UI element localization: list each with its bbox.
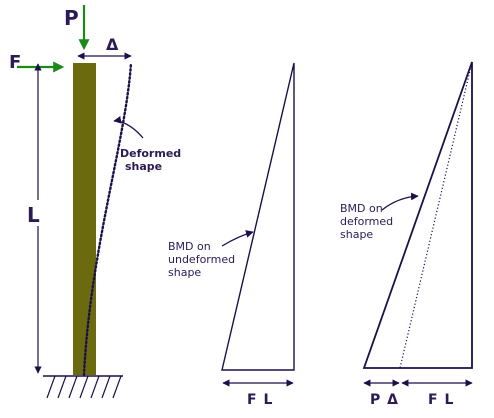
load-p-label: P	[64, 6, 79, 30]
dim-fl-undeformed-label: F L	[247, 392, 273, 408]
deformed-label-line2: shape	[125, 160, 162, 173]
bmd-undeformed-label-line2: undeformed	[168, 253, 235, 266]
column-figure: P F Δ Deformed shape L	[9, 5, 181, 399]
bmd-undeformed-overlay-dotted	[399, 61, 473, 369]
bmd-deformed-figure: BMD on deformed shape P Δ F L	[340, 61, 473, 408]
bmd-undeformed-label-line3: shape	[168, 266, 201, 279]
bmd-undeformed-triangle	[221, 62, 295, 371]
delta-label: Δ	[106, 35, 119, 54]
dim-p-delta-label: P Δ	[370, 392, 399, 408]
bmd-deformed-label-line1: BMD on	[340, 202, 383, 215]
deformed-leader-arrow	[113, 116, 144, 139]
bmd-deformed-triangle	[362, 61, 473, 369]
bmd-undeformed-figure: BMD on undeformed shape F L	[168, 62, 295, 408]
bmd-undeformed-label-line1: BMD on	[168, 240, 211, 253]
deformed-shape-curve	[82, 61, 133, 377]
deformed-label-line1: Deformed	[120, 147, 181, 160]
bmd-deformed-leader-arrow	[381, 192, 419, 211]
length-label: L	[27, 203, 40, 227]
bmd-deformed-label-line2: deformed	[340, 215, 393, 228]
column	[73, 63, 96, 375]
bmd-deformed-label-line3: shape	[340, 228, 373, 241]
bmd-undeformed-leader-arrow	[221, 230, 254, 247]
load-f-label: F	[9, 52, 21, 73]
fixed-support	[43, 375, 123, 399]
dim-fl-deformed-label: F L	[428, 392, 454, 408]
